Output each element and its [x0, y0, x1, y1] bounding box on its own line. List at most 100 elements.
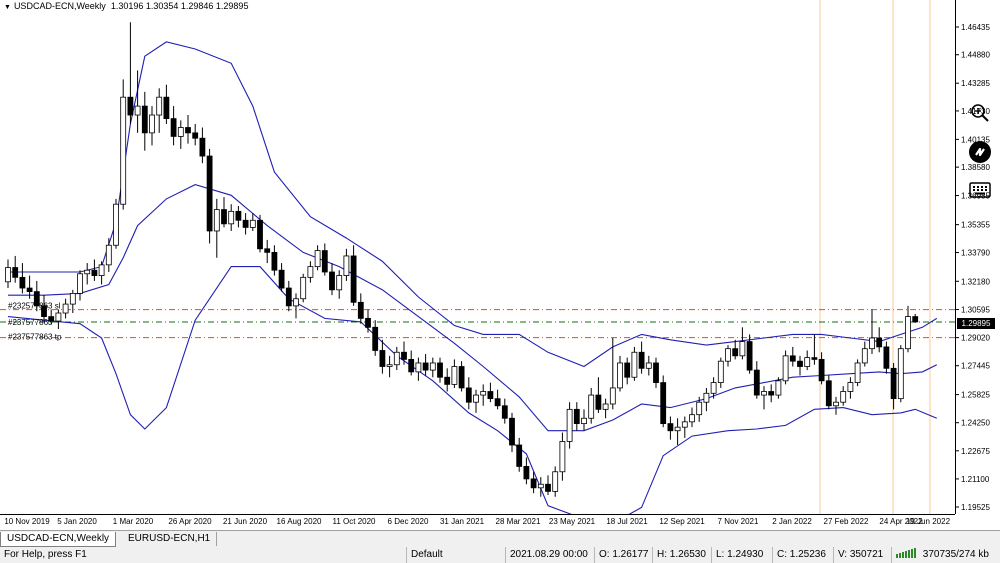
zoom-in-icon[interactable]	[966, 101, 994, 125]
candle	[91, 259, 98, 281]
candle	[545, 475, 551, 495]
time-tick-label: 24 Apr 2022	[879, 517, 923, 526]
candle	[221, 197, 227, 228]
candle	[530, 471, 537, 494]
bearish-candle-body	[163, 96, 170, 119]
bearish-candle-body	[912, 316, 919, 323]
bearish-candle-body	[545, 483, 551, 492]
candle	[5, 259, 11, 289]
candle	[264, 239, 271, 264]
candle	[833, 396, 839, 415]
chart-area[interactable]: #232577863 sl #237577863 #237577863 tp ▼ US…	[0, 0, 955, 514]
bearish-candle-body	[26, 287, 33, 293]
status-profile: Default	[406, 547, 443, 563]
candle	[717, 357, 724, 388]
candle	[552, 466, 559, 497]
bullish-candle-body	[249, 219, 256, 228]
candle	[501, 398, 508, 424]
status-bar: For Help, press F1 Default 2021.08.29 00…	[0, 547, 1000, 563]
candle	[710, 377, 717, 399]
keyboard-icon[interactable]	[966, 178, 994, 202]
candle	[19, 263, 26, 294]
candle	[177, 120, 184, 149]
candle	[84, 263, 91, 285]
candle	[876, 327, 883, 353]
time-tick-label: 21 Jun 2020	[222, 517, 268, 526]
bullish-candle-body	[847, 382, 854, 392]
time-tick-label: 19 Jun 2022	[905, 517, 951, 526]
bullish-candle-body	[689, 414, 695, 423]
price-chart[interactable]: #232577863 sl #237577863 #237577863 tp	[0, 0, 955, 514]
bearish-candle-body	[12, 267, 19, 278]
time-tick-label: 5 Jan 2020	[57, 517, 97, 526]
bearish-candle-body	[91, 269, 98, 276]
time-axis[interactable]: 10 Nov 2019 5 Jan 2020 1 Mar 2020 26 Apr 20…	[0, 514, 955, 531]
candle	[77, 270, 83, 301]
candle	[631, 346, 638, 381]
candle	[689, 407, 695, 428]
tab-usdcad-weekly[interactable]: USDCAD-ECN,Weekly	[0, 532, 117, 547]
bullish-candle-body	[84, 269, 91, 275]
candle	[257, 214, 263, 253]
candle	[62, 298, 69, 319]
bearish-candle-body	[235, 210, 242, 221]
price-axis[interactable]: 1.46435 1.44880 1.43285 1.41730 1.40135 1.385…	[955, 0, 1000, 514]
bullish-candle-body	[156, 96, 163, 116]
bullish-candle-body	[840, 391, 847, 403]
bearish-candle-body	[170, 118, 177, 137]
bearish-candle-body	[516, 444, 523, 467]
price-tick-label: 1.29020	[961, 334, 990, 343]
bullish-candle-body	[710, 382, 717, 394]
candle	[213, 198, 220, 258]
status-help-text: For Help, press F1	[4, 549, 87, 560]
autoscroll-icon[interactable]	[966, 140, 994, 164]
time-tick-label: 23 May 2021	[548, 517, 596, 526]
chart-symbol: USDCAD-ECN,Weekly	[13, 1, 106, 11]
bearish-candle-body	[437, 362, 443, 378]
candle	[415, 357, 422, 381]
time-tick-label: 31 Jan 2021	[439, 517, 485, 526]
candle	[912, 313, 919, 323]
candle	[156, 88, 163, 133]
candle	[113, 198, 119, 249]
bullish-candle-body	[602, 403, 609, 410]
candle	[307, 261, 314, 283]
price-tick-label: 1.24250	[961, 419, 990, 428]
bullish-candle-body	[739, 341, 746, 357]
connection-bars-icon	[896, 548, 916, 558]
bearish-candle-body	[444, 376, 451, 385]
candle	[861, 341, 868, 367]
candle	[350, 245, 357, 306]
bollinger-upper-band	[8, 41, 938, 368]
bearish-candle-body	[487, 391, 494, 400]
price-tick-label: 1.46435	[961, 23, 990, 32]
candle	[300, 273, 307, 303]
chart-header: ▼ USDCAD-ECN,Weekly 1.30196 1.30354 1.298…	[4, 1, 248, 11]
chart-menu-arrow-icon[interactable]: ▼	[4, 4, 11, 11]
candle	[55, 309, 62, 330]
candle	[595, 377, 602, 413]
bearish-candle-body	[753, 369, 760, 396]
status-open: O: 1.26177	[594, 547, 648, 563]
candle	[494, 389, 501, 410]
candle	[797, 355, 803, 376]
price-tick-label: 1.30595	[961, 306, 990, 315]
time-tick-label: 12 Sep 2021	[659, 517, 705, 526]
candle	[509, 412, 515, 453]
bullish-candle-body	[861, 348, 868, 364]
bullish-candle-body	[696, 401, 703, 416]
candle	[645, 355, 652, 376]
bullish-candle-body	[761, 391, 767, 396]
tab-eurusd-h1[interactable]: EURUSD-ECN,H1	[122, 532, 218, 546]
bearish-candle-body	[501, 405, 508, 419]
bearish-candle-body	[789, 355, 796, 362]
candle	[314, 245, 321, 271]
bearish-candle-body	[321, 250, 328, 273]
order-line-label: #237577863	[8, 318, 53, 327]
bullish-candle-body	[213, 209, 220, 232]
candle	[897, 345, 904, 403]
bearish-candle-body	[876, 337, 883, 348]
candle	[285, 280, 292, 312]
bearish-candle-body	[494, 398, 501, 407]
candle	[473, 389, 479, 413]
